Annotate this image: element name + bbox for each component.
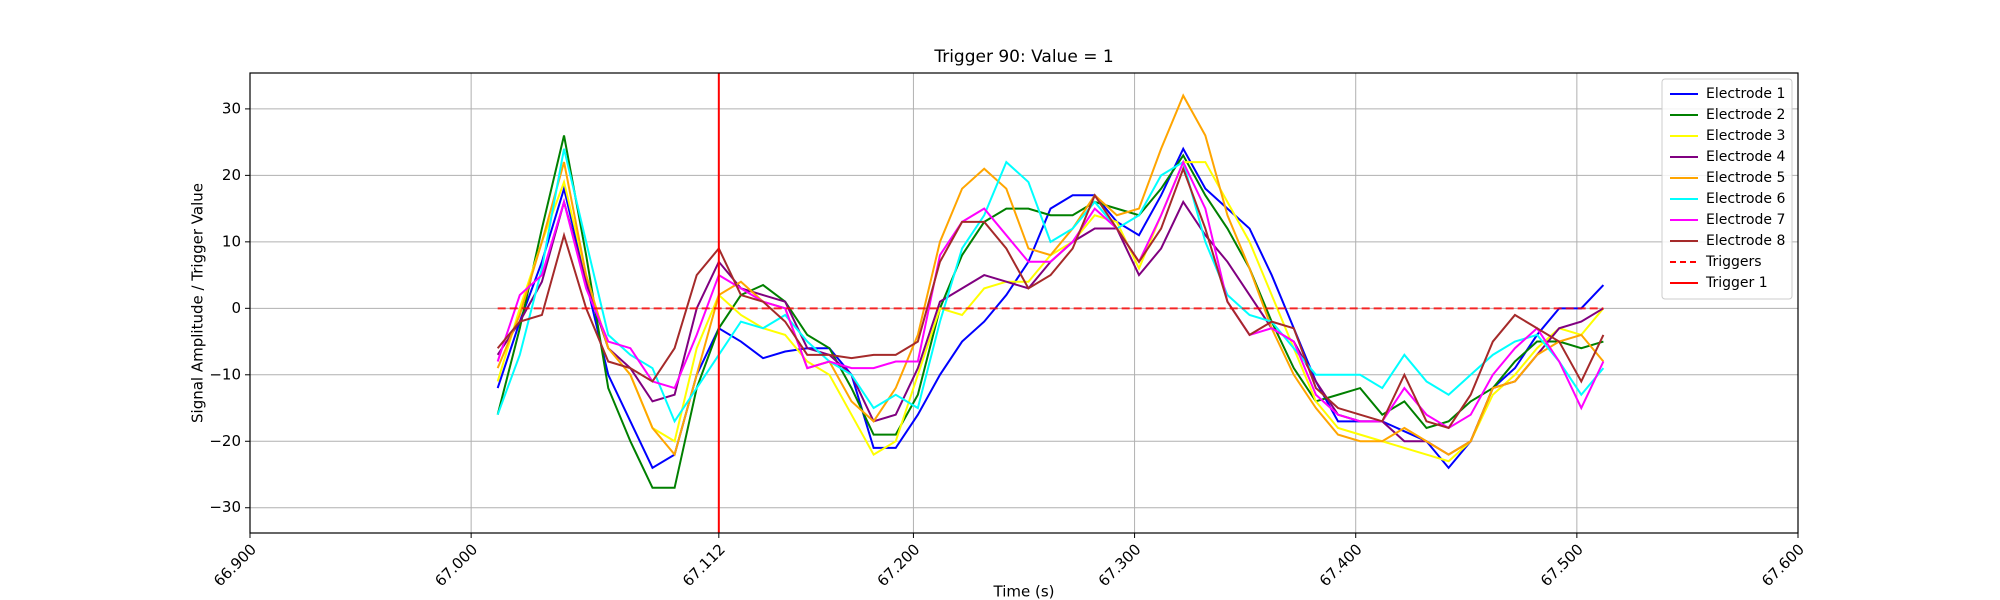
legend-label: Electrode 2	[1706, 107, 1785, 123]
legend-label: Triggers	[1705, 254, 1762, 270]
x-tick-label: 67.200	[874, 540, 924, 590]
legend-label: Electrode 8	[1706, 233, 1785, 249]
x-tick-label: 67.500	[1537, 540, 1587, 590]
x-axis-label: Time (s)	[993, 583, 1055, 600]
y-tick-label: 0	[231, 299, 241, 317]
legend-label: Trigger 1	[1705, 275, 1768, 291]
y-axis-label: Signal Amplitude / Trigger Value	[189, 183, 207, 423]
y-tick-label: 20	[222, 166, 241, 184]
x-tick-label: 67.300	[1095, 540, 1145, 590]
x-tick-label: 67.400	[1316, 540, 1366, 590]
y-tick-label: −10	[209, 365, 241, 383]
line-series	[496, 135, 1604, 489]
line-series	[496, 161, 1605, 463]
plot-frame	[249, 72, 1799, 534]
legend-box	[1661, 78, 1793, 300]
legend-label: Electrode 5	[1706, 170, 1785, 186]
chart-title: Trigger 90: Value = 1	[933, 47, 1113, 67]
y-tick-label: −30	[209, 498, 241, 516]
legend-label: Electrode 7	[1706, 212, 1785, 228]
x-tick-label: 66.900	[210, 540, 260, 590]
legend-label: Electrode 3	[1706, 128, 1785, 144]
legend-label: Electrode 4	[1706, 149, 1785, 165]
x-tick-label: 67.000	[431, 540, 481, 590]
x-tick-label: 67.112	[679, 540, 729, 590]
y-tick-label: 30	[222, 99, 241, 117]
line-series	[496, 165, 1605, 430]
y-tick-label: −20	[209, 432, 241, 450]
line-series	[496, 93, 1605, 457]
line-series	[496, 148, 1605, 424]
x-tick-label: 67.600	[1758, 540, 1808, 590]
legend-label: Electrode 6	[1706, 191, 1785, 207]
legend-label: Electrode 1	[1706, 86, 1785, 102]
y-tick-label: 10	[222, 232, 241, 250]
